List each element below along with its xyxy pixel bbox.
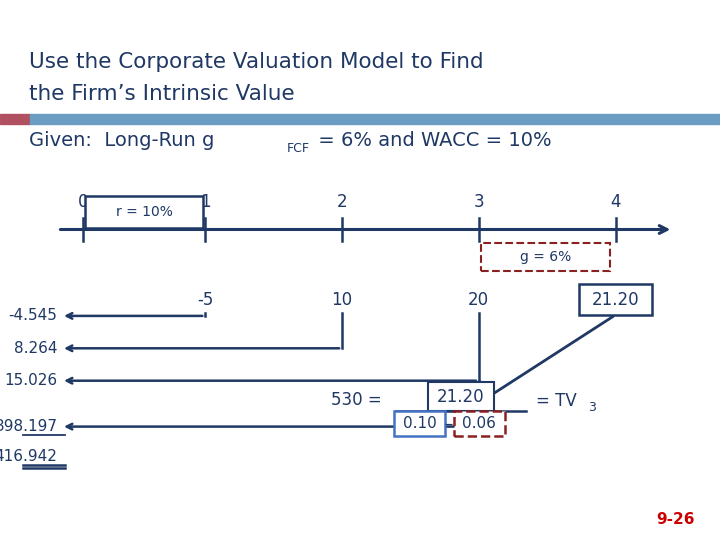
Text: 10: 10 xyxy=(331,291,353,309)
FancyBboxPatch shape xyxy=(579,284,652,315)
Text: 0: 0 xyxy=(78,193,88,211)
Bar xyxy=(0,114,30,124)
Text: Use the Corporate Valuation Model to Find: Use the Corporate Valuation Model to Fin… xyxy=(29,52,483,72)
Text: 9-26: 9-26 xyxy=(657,511,695,526)
Text: = 6% and WACC = 10%: = 6% and WACC = 10% xyxy=(312,131,552,150)
Text: = TV: = TV xyxy=(536,392,577,410)
Text: 0.06: 0.06 xyxy=(462,416,496,431)
Text: 15.026: 15.026 xyxy=(4,373,58,388)
Text: 8.264: 8.264 xyxy=(14,341,58,356)
Text: the Firm’s Intrinsic Value: the Firm’s Intrinsic Value xyxy=(29,84,294,105)
Text: -5: -5 xyxy=(197,291,213,309)
Text: g = 6%: g = 6% xyxy=(520,250,571,264)
FancyBboxPatch shape xyxy=(454,411,505,436)
Text: –: – xyxy=(444,415,453,433)
FancyBboxPatch shape xyxy=(428,382,494,411)
Text: 20: 20 xyxy=(468,291,490,309)
Text: r = 10%: r = 10% xyxy=(116,205,172,219)
Text: 4: 4 xyxy=(611,193,621,211)
Text: 0.10: 0.10 xyxy=(402,416,436,431)
Text: 530 =: 530 = xyxy=(331,390,382,409)
Text: 416.942: 416.942 xyxy=(0,449,58,464)
FancyBboxPatch shape xyxy=(481,243,610,271)
Text: 2: 2 xyxy=(337,193,347,211)
Text: -4.545: -4.545 xyxy=(9,308,58,323)
Text: 1: 1 xyxy=(200,193,210,211)
Text: 3: 3 xyxy=(474,193,484,211)
Text: Given:  Long-Run g: Given: Long-Run g xyxy=(29,131,214,150)
Text: FCF: FCF xyxy=(287,142,310,156)
Text: 21.20: 21.20 xyxy=(592,291,639,309)
FancyBboxPatch shape xyxy=(85,196,203,228)
FancyBboxPatch shape xyxy=(394,411,445,436)
Bar xyxy=(30,114,720,124)
Text: 21.20: 21.20 xyxy=(437,388,485,406)
Text: 398.197: 398.197 xyxy=(0,419,58,434)
Text: 3: 3 xyxy=(588,401,596,414)
